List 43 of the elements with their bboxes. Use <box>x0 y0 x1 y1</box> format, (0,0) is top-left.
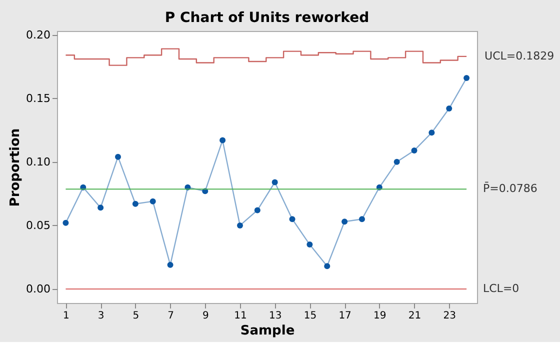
point <box>428 130 435 136</box>
x-tick-label: 19 <box>374 310 386 322</box>
point <box>167 262 174 268</box>
annotation: UCL=0.1829 <box>484 50 554 63</box>
y-tick-label: 0.05 <box>26 218 50 232</box>
point <box>411 147 418 154</box>
x-tick-label: 21 <box>408 310 422 322</box>
y-tick-label: 0.00 <box>26 282 50 296</box>
ref-line-label: P̄=0.0786 <box>483 181 538 196</box>
point <box>98 204 104 211</box>
y-tick-label: 0.10 <box>26 155 50 168</box>
point <box>236 222 243 228</box>
y-tick-label: 0.20 <box>26 28 50 42</box>
point <box>358 216 365 222</box>
ref-line-label: LCL=0 <box>483 282 520 296</box>
point <box>342 218 348 225</box>
point <box>464 75 470 82</box>
y-axis-title: Proportion <box>8 128 24 207</box>
chart-title: P Chart of Units reworked <box>164 10 370 26</box>
point <box>394 158 400 165</box>
x-tick-label: 23 <box>443 310 456 322</box>
x-tick-label: 1 <box>63 310 70 322</box>
x-tick-label: 5 <box>132 310 140 322</box>
point <box>62 220 69 226</box>
x-tick-label: 9 <box>202 310 209 322</box>
point <box>114 154 121 160</box>
y-tick-label: 0.15 <box>26 92 50 105</box>
point <box>272 179 278 186</box>
point <box>150 198 156 204</box>
point <box>220 137 226 144</box>
point <box>306 242 313 248</box>
point <box>289 216 296 222</box>
x-tick-label: 11 <box>234 310 247 322</box>
x-tick-label: 17 <box>338 310 352 322</box>
x-tick-label: 15 <box>304 310 317 322</box>
point <box>446 106 452 112</box>
x-tick-label: 7 <box>168 310 174 322</box>
x-tick-label: 3 <box>98 310 104 322</box>
x-tick-label: 13 <box>268 310 282 322</box>
point <box>324 263 330 270</box>
x-axis-title: Sample <box>240 324 295 338</box>
point <box>254 207 260 214</box>
point <box>132 200 138 207</box>
